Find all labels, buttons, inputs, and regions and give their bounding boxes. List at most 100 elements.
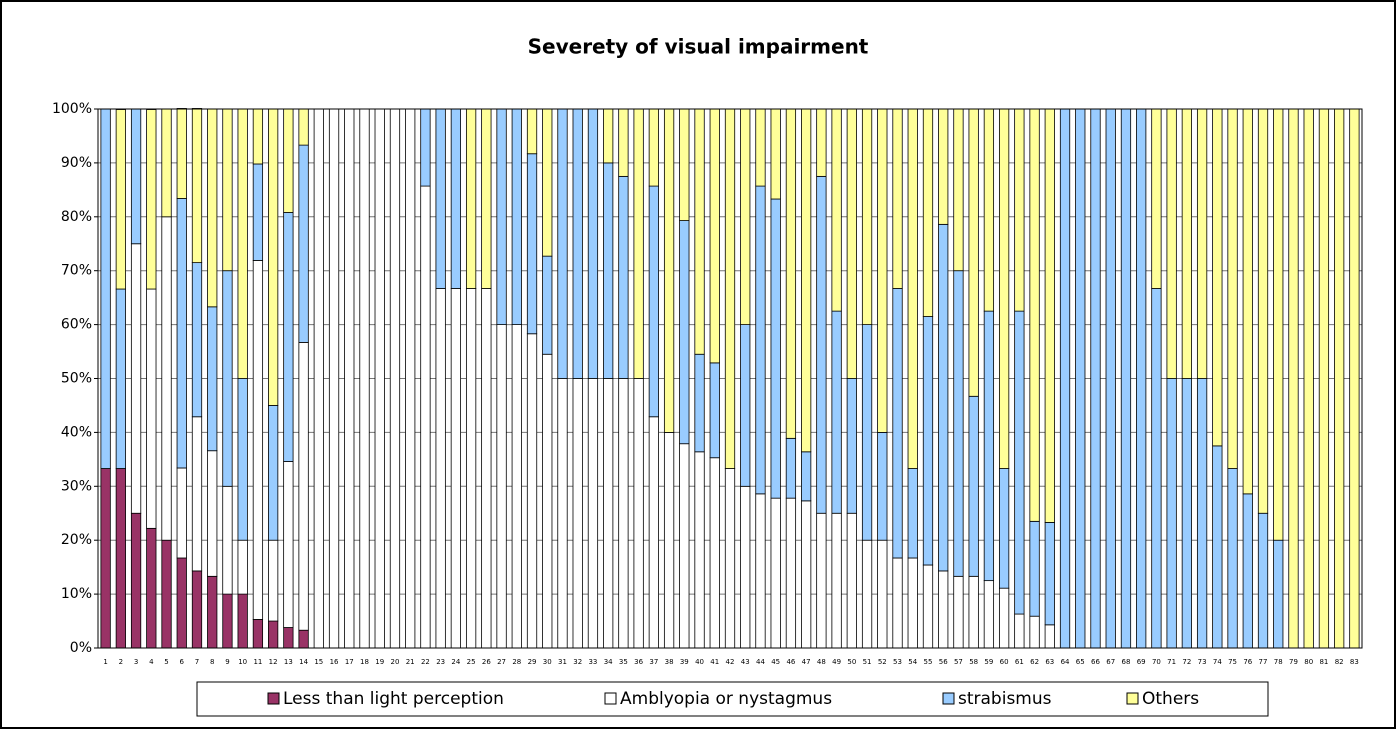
- bar-segment: [268, 620, 279, 649]
- bar-segment: [1242, 108, 1253, 495]
- bar-segment: [633, 108, 644, 379]
- bar-segment: [268, 108, 279, 406]
- bar-segment: [1120, 108, 1132, 649]
- x-tick-label: 26: [482, 658, 491, 666]
- bar-segment: [755, 493, 766, 649]
- bar-segment: [892, 557, 903, 649]
- bar-segment: [694, 353, 705, 453]
- bar-segment: [450, 288, 462, 649]
- bar-segment: [1014, 613, 1025, 649]
- x-tick-label: 51: [863, 658, 872, 666]
- bar-segment: [740, 485, 751, 649]
- legend-label: strabismus: [958, 689, 1052, 709]
- bar-segment: [237, 378, 248, 541]
- x-tick-label: 66: [1091, 658, 1100, 666]
- bar-segment: [222, 108, 233, 272]
- legend-swatch: [1126, 692, 1139, 705]
- x-tick-label: 83: [1350, 658, 1359, 666]
- bar-segment: [618, 108, 629, 177]
- chart-title: Severety of visual impairment: [528, 35, 869, 59]
- bar-segment: [968, 108, 979, 397]
- bar-segment: [481, 108, 492, 289]
- x-tick-label: 22: [421, 658, 430, 666]
- bar-segment: [1196, 378, 1208, 649]
- x-tick-label: 75: [1228, 658, 1237, 666]
- bar-segment: [846, 378, 857, 514]
- bar-segment: [968, 395, 979, 577]
- bar-segment: [328, 108, 340, 649]
- bar-segment: [709, 362, 720, 459]
- x-tick-label: 10: [238, 658, 247, 666]
- bar-segment: [694, 451, 705, 649]
- bar-segment: [511, 108, 522, 326]
- bar-segment: [298, 341, 309, 631]
- bar-segment: [785, 108, 797, 439]
- bar-segment: [679, 108, 690, 221]
- bar-segment: [344, 108, 355, 649]
- x-tick-label: 39: [680, 658, 689, 666]
- bar-segment: [1044, 522, 1055, 626]
- bar-segment: [283, 108, 294, 213]
- bar-segment: [1181, 378, 1192, 649]
- bar-segment: [831, 108, 842, 312]
- bar-segment: [283, 212, 294, 462]
- bar-segment: [130, 108, 142, 245]
- bar-segment: [1257, 512, 1269, 649]
- x-tick-label: 32: [573, 658, 582, 666]
- x-tick-label: 80: [1304, 658, 1313, 666]
- bar-segment: [207, 450, 218, 577]
- bar-segment: [663, 431, 675, 649]
- x-tick-label: 57: [954, 658, 963, 666]
- x-tick-label: 63: [1045, 658, 1054, 666]
- bar-segment: [892, 288, 903, 559]
- x-tick-label: 4: [149, 658, 154, 666]
- bar-segment: [1288, 108, 1299, 649]
- bar-segment: [252, 260, 264, 620]
- bar-segment: [1044, 108, 1055, 523]
- bar-segment: [450, 108, 462, 289]
- bar-segment: [1029, 520, 1040, 617]
- bar-segment: [663, 108, 675, 433]
- x-tick-label: 44: [756, 658, 765, 666]
- x-tick-label: 16: [330, 658, 339, 666]
- x-tick-label: 62: [1030, 658, 1039, 666]
- x-tick-label: 48: [817, 658, 826, 666]
- bar-segment: [1136, 108, 1147, 649]
- y-tick-label: 60%: [61, 317, 92, 333]
- legend-swatch: [267, 692, 280, 705]
- bar-segment: [252, 619, 264, 649]
- y-tick-label: 70%: [61, 263, 92, 279]
- bar-segment: [1151, 108, 1162, 289]
- legend-label: Less than light perception: [283, 689, 504, 709]
- bar-segment: [694, 108, 705, 355]
- bar-segment: [709, 108, 720, 364]
- bar-segment: [938, 108, 949, 225]
- legend-swatch: [942, 692, 955, 705]
- x-tick-label: 43: [741, 658, 750, 666]
- x-tick-label: 2: [119, 658, 123, 666]
- bar-segment: [130, 512, 142, 649]
- bar-segment: [816, 512, 827, 649]
- bar-segment: [953, 575, 964, 649]
- bar-segment: [983, 580, 995, 649]
- bar-segment: [1105, 108, 1116, 649]
- bar-segment: [907, 468, 918, 559]
- bar-segment: [176, 198, 187, 469]
- bar-segment: [801, 500, 812, 649]
- bar-segment: [861, 108, 873, 326]
- x-tick-label: 76: [1243, 658, 1252, 666]
- x-tick-label: 14: [299, 658, 308, 666]
- x-tick-label: 40: [695, 658, 704, 666]
- bar-segment: [1242, 493, 1253, 649]
- bar-segment: [420, 185, 431, 649]
- x-tick-label: 38: [665, 658, 674, 666]
- x-tick-label: 41: [710, 658, 719, 666]
- bar-segment: [435, 108, 446, 289]
- bar-segment: [861, 539, 873, 649]
- x-tick-label: 23: [436, 658, 445, 666]
- x-tick-label: 9: [225, 658, 229, 666]
- bar-segment: [907, 557, 918, 649]
- bar-segment: [1349, 108, 1360, 649]
- bar-segment: [938, 223, 949, 572]
